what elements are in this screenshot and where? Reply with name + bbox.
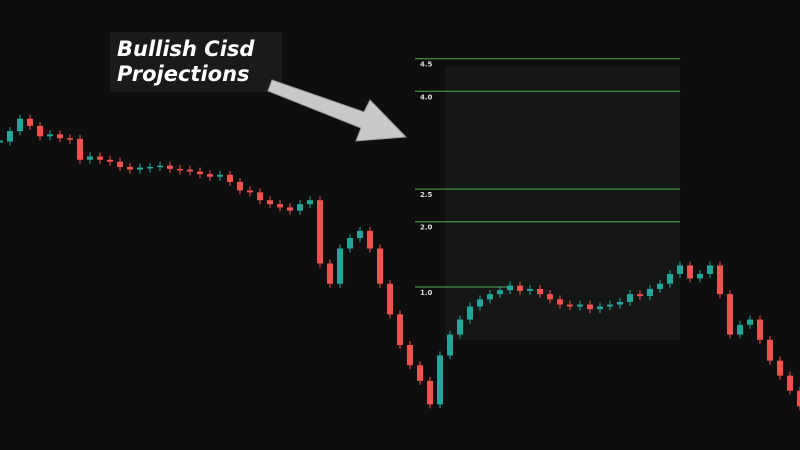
- candle-body: [637, 294, 643, 297]
- candle-body: [737, 324, 743, 335]
- candle-body: [767, 339, 773, 361]
- candle-body: [787, 375, 793, 391]
- candle-body: [417, 365, 423, 381]
- candle-body: [797, 390, 800, 407]
- candle-body: [657, 283, 663, 289]
- candle-body: [247, 190, 253, 193]
- candle-body: [207, 174, 213, 177]
- candle-body: [297, 204, 303, 211]
- candle-body: [357, 230, 363, 239]
- candle-body: [777, 360, 783, 376]
- candle-body: [577, 304, 583, 307]
- candle-body: [367, 230, 373, 249]
- annotation-box: [110, 32, 282, 92]
- candle-body: [377, 248, 383, 284]
- candle-body: [57, 134, 63, 139]
- level-label: 2.0: [420, 224, 433, 232]
- candle-body: [517, 285, 523, 291]
- candle-body: [437, 355, 443, 405]
- candle-body: [7, 131, 13, 142]
- candle-body: [747, 319, 753, 325]
- candle-body: [117, 161, 123, 167]
- candle-body: [0, 140, 3, 143]
- arrow: [267, 79, 408, 142]
- candle-body: [687, 265, 693, 279]
- candle-body: [287, 207, 293, 211]
- candle-body: [267, 200, 273, 205]
- candle-body: [177, 168, 183, 171]
- candle-body: [217, 174, 223, 177]
- candle-body: [507, 285, 513, 291]
- candle-body: [547, 294, 553, 300]
- candle-body: [717, 265, 723, 295]
- candle-body: [557, 299, 563, 305]
- level-label: 4.5: [420, 61, 433, 69]
- candle-body: [317, 200, 323, 264]
- candle-body: [87, 156, 93, 160]
- candle-body: [307, 200, 313, 205]
- level-label: 4.0: [420, 93, 433, 101]
- candle-body: [447, 334, 453, 356]
- candle-body: [457, 319, 463, 335]
- candle-body: [667, 273, 673, 284]
- candle-body: [587, 304, 593, 310]
- level-label: 2.5: [420, 191, 433, 199]
- candle-body: [487, 294, 493, 300]
- candle-body: [617, 301, 623, 305]
- candle-body: [607, 304, 613, 307]
- candle-body: [227, 174, 233, 182]
- levels: 4.5 4.0 2.5 2.0 1.0: [415, 58, 680, 297]
- candle-body: [277, 204, 283, 208]
- candle-body: [327, 263, 333, 284]
- candle-body: [347, 238, 353, 249]
- candle-body: [707, 265, 713, 274]
- candle-body: [77, 138, 83, 160]
- candle-body: [157, 165, 163, 168]
- candle-body: [697, 273, 703, 279]
- candle-body: [167, 165, 173, 169]
- candle-body: [107, 159, 113, 162]
- candle-body: [597, 306, 603, 310]
- annotation-line: Projections: [117, 62, 250, 86]
- candle-body: [567, 304, 573, 307]
- candle-body: [427, 380, 433, 405]
- candle-body: [257, 192, 263, 201]
- candle-body: [467, 306, 473, 320]
- candle-body: [497, 290, 503, 295]
- candle-body: [397, 314, 403, 345]
- candle-body: [337, 248, 343, 284]
- candle-body: [67, 138, 73, 140]
- candle-body: [757, 319, 763, 340]
- candle-body: [47, 134, 53, 137]
- candle-body: [407, 345, 413, 366]
- candle-body: [187, 169, 193, 172]
- candle-body: [727, 294, 733, 335]
- candle-body: [477, 299, 483, 307]
- level-label: 1.0: [420, 289, 433, 297]
- candle-body: [677, 265, 683, 274]
- candle-body: [197, 171, 203, 175]
- annotation-line: Bullish Cisd: [117, 37, 255, 61]
- candle-body: [647, 288, 653, 297]
- candle-body: [37, 125, 43, 137]
- candle-body: [627, 294, 633, 302]
- candle-body: [537, 288, 543, 295]
- candle-body: [237, 181, 243, 191]
- candle-body: [27, 118, 33, 126]
- candle-body: [137, 167, 143, 170]
- candle-body: [387, 283, 393, 315]
- candle-body: [527, 288, 533, 291]
- candle-body: [147, 166, 153, 169]
- candle-body: [97, 156, 103, 160]
- candle-body: [17, 118, 23, 132]
- candle-body: [127, 166, 133, 170]
- candles: [0, 114, 800, 411]
